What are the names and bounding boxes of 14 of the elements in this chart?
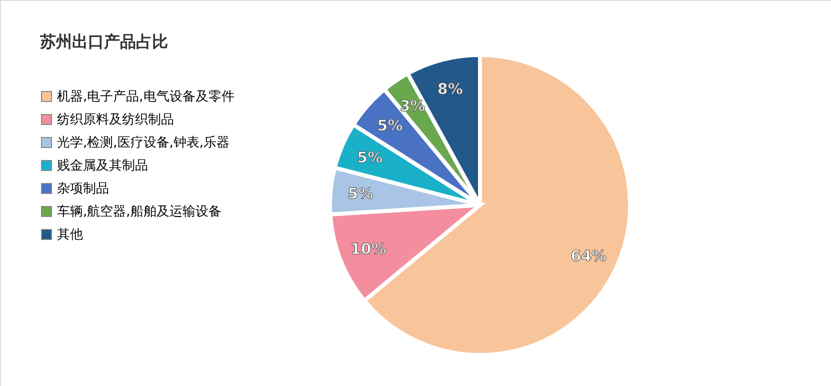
data-label: 64% xyxy=(570,247,607,266)
chart-title: 苏州出口产品占比 xyxy=(39,32,168,51)
data-label: 5% xyxy=(348,184,374,203)
data-label: 5% xyxy=(357,148,383,166)
legend-label: 纺织原料及纺织制品 xyxy=(57,112,174,128)
legend-label: 车辆,航空器,船舶及运输设备 xyxy=(57,204,222,220)
legend-label: 光学,检测,医疗设备,钟表,乐器 xyxy=(57,136,230,150)
data-label: 8% xyxy=(437,80,463,98)
legend-label: 杂项制品 xyxy=(57,182,109,196)
legend-label: 其他 xyxy=(57,228,83,242)
legend-label: 贱金属及其制品 xyxy=(57,158,148,174)
legend-label: 机器,电子产品,电气设备及零件 xyxy=(57,90,234,104)
data-label: 10% xyxy=(350,240,386,258)
data-label: 5% xyxy=(377,116,403,135)
